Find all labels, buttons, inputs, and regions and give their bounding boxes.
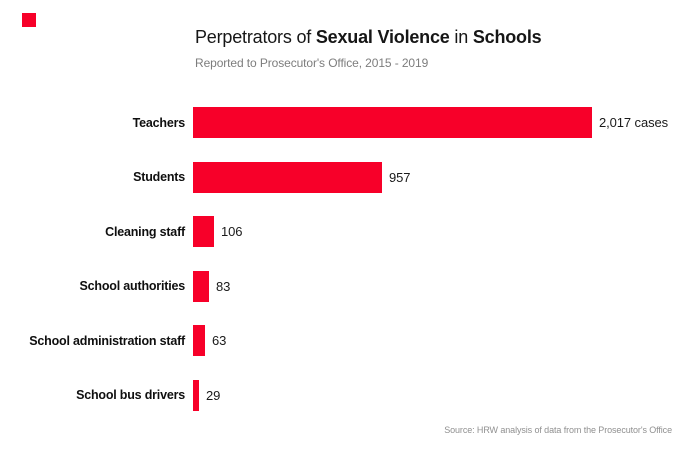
hrw-logo-mark bbox=[22, 13, 36, 27]
bar-row: Teachers 2,017 cases bbox=[0, 107, 700, 138]
bar bbox=[193, 325, 205, 356]
value-label: 29 bbox=[206, 387, 221, 403]
category-label: Teachers bbox=[132, 115, 186, 130]
value-label: 106 bbox=[221, 224, 243, 239]
category-label: School authorities bbox=[79, 279, 186, 293]
bar-chart: Teachers 2,017 cases Students 957 Cleaning s… bbox=[0, 107, 700, 434]
chart-header: Perpetrators of Sexual Violence in Schoo… bbox=[195, 27, 542, 70]
bar-row: Cleaning staff 106 bbox=[0, 216, 700, 247]
value-label: 63 bbox=[212, 333, 227, 348]
value-label: 957 bbox=[389, 169, 411, 185]
bar-row: Students 957 bbox=[0, 161, 700, 193]
chart-title-segment: Schools bbox=[472, 27, 542, 47]
chart-title-segment: in bbox=[449, 27, 473, 47]
bar-row: School bus drivers 29 bbox=[0, 379, 700, 411]
chart-title-segment: Perpetrators of bbox=[195, 27, 316, 47]
bar-row: School administration staff 63 bbox=[0, 325, 700, 356]
bar bbox=[193, 161, 382, 193]
value-label: 2,017 cases bbox=[599, 115, 669, 130]
bar bbox=[193, 216, 214, 247]
bar bbox=[193, 379, 199, 411]
chart-title-segment: Sexual Violence bbox=[315, 27, 450, 47]
bar bbox=[193, 270, 209, 302]
bar bbox=[193, 107, 592, 138]
chart-subtitle: Reported to Prosecutor's Office, 2015 - … bbox=[195, 56, 429, 70]
source-note: Source: HRW analysis of data from the Pr… bbox=[444, 425, 672, 435]
category-label: School administration staff bbox=[29, 333, 185, 348]
chart-title: Perpetrators of Sexual Violence in Schoo… bbox=[195, 27, 542, 48]
value-label: 83 bbox=[216, 278, 231, 294]
category-label: Students bbox=[133, 170, 185, 184]
category-label: Cleaning staff bbox=[105, 224, 185, 239]
category-label: School bus drivers bbox=[76, 388, 185, 402]
bar-row: School authorities 83 bbox=[0, 270, 700, 302]
